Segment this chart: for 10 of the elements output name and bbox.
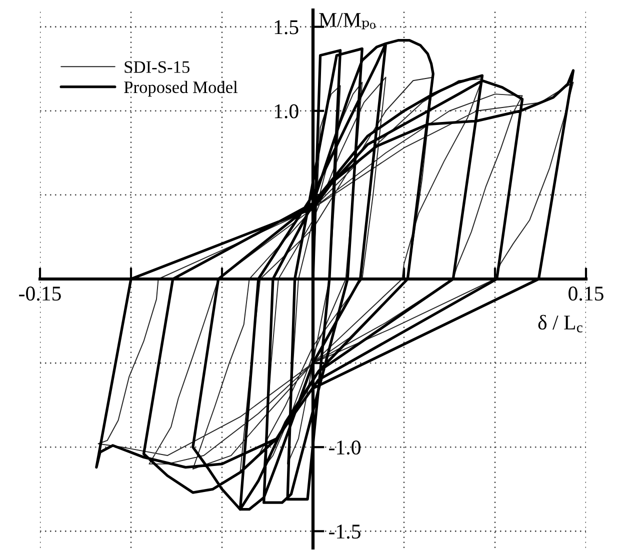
legend-label: SDI-S-15 [124, 61, 190, 73]
y-tick-label: 1.0 [274, 104, 298, 118]
legend-label: Proposed Model [124, 80, 238, 97]
y2-axis-title: M/Mₚₒ [319, 13, 376, 30]
y-tick-label: 1.5 [274, 20, 298, 34]
x-axis-title: δ / L$_{c}$ [538, 314, 582, 332]
x-tick-label: 0.15 [568, 286, 604, 301]
y2-tick-label: -1.0 [329, 440, 360, 455]
x-tick-label: -0.15 [19, 286, 61, 301]
y2-tick-label: -1.5 [329, 524, 360, 539]
